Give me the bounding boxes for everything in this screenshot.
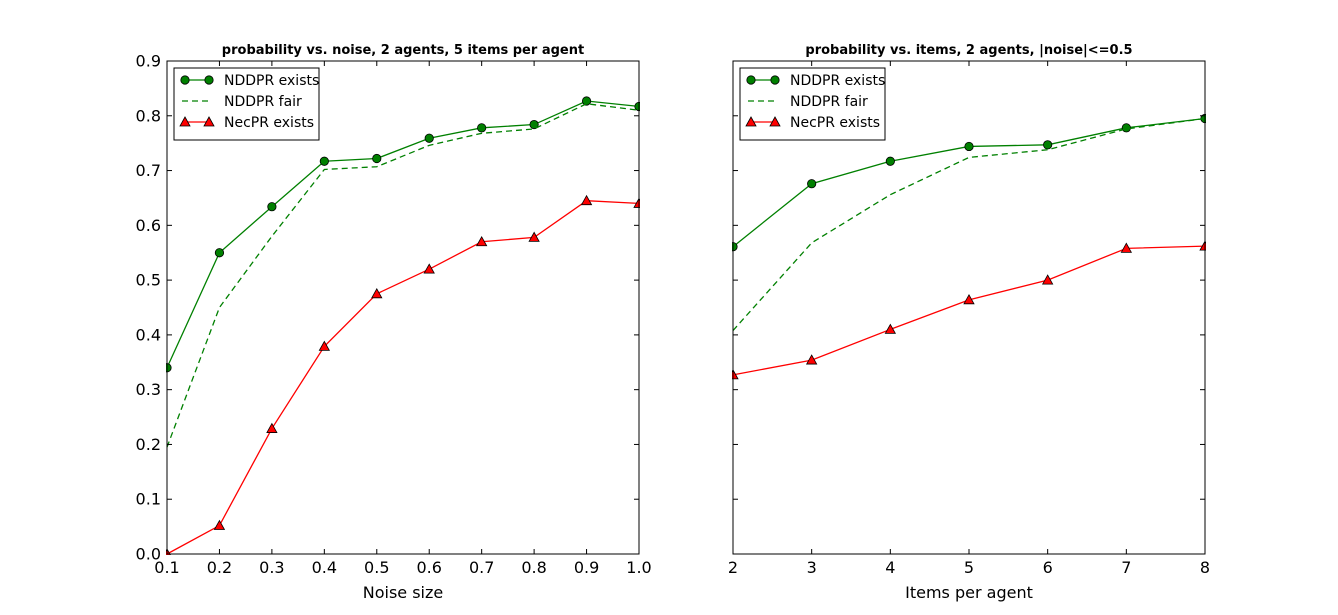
- x-tick-label: 8: [1200, 558, 1210, 577]
- legend-marker: [203, 116, 215, 127]
- data-point: [319, 156, 329, 166]
- data-point: [424, 133, 434, 143]
- x-tick-label: 0.1: [154, 558, 179, 577]
- legend-label: NDDPR fair: [790, 94, 868, 110]
- legend-marker: [769, 116, 781, 127]
- data-point: [475, 235, 488, 247]
- y-tick-label: 0.3: [136, 380, 161, 399]
- data-point: [528, 231, 540, 242]
- data-point: [963, 294, 975, 305]
- y-tick-label: 0.6: [136, 216, 161, 235]
- chart-title: probability vs. noise, 2 agents, 5 items…: [222, 43, 584, 58]
- x-tick-label: 0.8: [521, 558, 546, 577]
- y-tick-label: 0.0: [136, 545, 161, 564]
- data-point: [529, 119, 539, 130]
- series-necpr-exists: [732, 240, 1206, 380]
- legend-marker: [746, 75, 756, 85]
- x-tick-label: 0.4: [312, 558, 337, 577]
- data-point: [423, 263, 435, 274]
- legend-entry: NecPR exists: [745, 115, 880, 131]
- legend-label: NDDPR fair: [224, 94, 302, 110]
- x-tick-label: 0.2: [207, 558, 232, 577]
- series-line: [166, 200, 640, 555]
- series-layer: [166, 96, 640, 555]
- legend-label: NDDPR exists: [790, 73, 885, 89]
- legend-marker: [745, 116, 757, 127]
- legend-marker: [179, 116, 191, 127]
- x-tick-label: 0.9: [574, 558, 599, 577]
- legend-label: NDDPR exists: [224, 73, 319, 89]
- y-tick-label: 0.8: [136, 106, 161, 125]
- chart-panel-1: probability vs. noise, 2 agents, 5 items…: [136, 43, 652, 602]
- x-axis-label: Items per agent: [905, 583, 1033, 602]
- legend: NDDPR exists NDDPR fair NecPR exists: [173, 67, 320, 141]
- legend: NDDPR exists NDDPR fair NecPR exists: [739, 67, 886, 141]
- legend-entry: NDDPR exists: [180, 73, 319, 89]
- x-tick-label: 6: [1043, 558, 1053, 577]
- series-nddpr-fair: [166, 103, 640, 448]
- series-line: [166, 103, 640, 448]
- legend-label: NecPR exists: [790, 115, 880, 131]
- y-tick-label: 0.2: [136, 435, 161, 454]
- series-necpr-exists: [166, 194, 640, 555]
- chart-panel-2: probability vs. items, 2 agents, |noise|…: [728, 43, 1210, 602]
- data-point: [267, 202, 277, 212]
- x-tick-label: 2: [728, 558, 738, 577]
- legend-label: NecPR exists: [224, 115, 314, 131]
- data-point: [213, 519, 226, 530]
- data-point: [964, 141, 974, 152]
- series-line: [732, 245, 1206, 376]
- x-tick-label: 0.5: [364, 558, 389, 577]
- y-tick-label: 0.9: [136, 52, 161, 71]
- y-tick-label: 0.7: [136, 161, 161, 180]
- data-point: [581, 96, 592, 106]
- x-tick-label: 3: [807, 558, 817, 577]
- data-point: [1120, 242, 1133, 253]
- x-tick-label: 0.3: [259, 558, 284, 577]
- data-point: [318, 340, 331, 351]
- legend-marker: [204, 75, 214, 85]
- data-point: [885, 156, 895, 166]
- data-point: [372, 153, 382, 164]
- legend-entry: NDDPR fair: [182, 94, 302, 110]
- x-tick-label: 1.0: [626, 558, 651, 577]
- plot-frame: [166, 60, 640, 555]
- data-point: [477, 123, 487, 133]
- x-tick-label: 7: [1121, 558, 1131, 577]
- legend-marker: [770, 75, 780, 85]
- data-point: [884, 323, 897, 334]
- series-nddpr-exists: [166, 96, 640, 373]
- chart-title: probability vs. items, 2 agents, |noise|…: [805, 43, 1132, 58]
- legend-entry: NDDPR exists: [746, 73, 885, 89]
- data-point: [580, 194, 593, 206]
- y-tick-label: 0.1: [136, 490, 161, 509]
- series-layer: [732, 113, 1206, 380]
- data-point: [805, 354, 818, 365]
- x-tick-label: 4: [885, 558, 895, 577]
- data-point: [371, 287, 383, 299]
- data-point: [1043, 140, 1053, 150]
- data-point: [807, 179, 817, 189]
- x-tick-label: 0.7: [469, 558, 494, 577]
- data-point: [266, 422, 278, 433]
- x-axis-label: Noise size: [363, 583, 444, 602]
- x-tick-label: 5: [964, 558, 974, 577]
- legend-entry: NecPR exists: [179, 115, 314, 131]
- data-point: [1121, 123, 1131, 133]
- data-point: [214, 248, 225, 258]
- y-tick-label: 0.5: [136, 271, 161, 290]
- legend-marker: [180, 75, 190, 85]
- legend-entry: NDDPR fair: [748, 94, 868, 110]
- y-tick-label: 0.4: [136, 325, 161, 344]
- x-tick-label: 0.6: [416, 558, 441, 577]
- series-line: [166, 100, 640, 369]
- data-point: [1041, 274, 1054, 285]
